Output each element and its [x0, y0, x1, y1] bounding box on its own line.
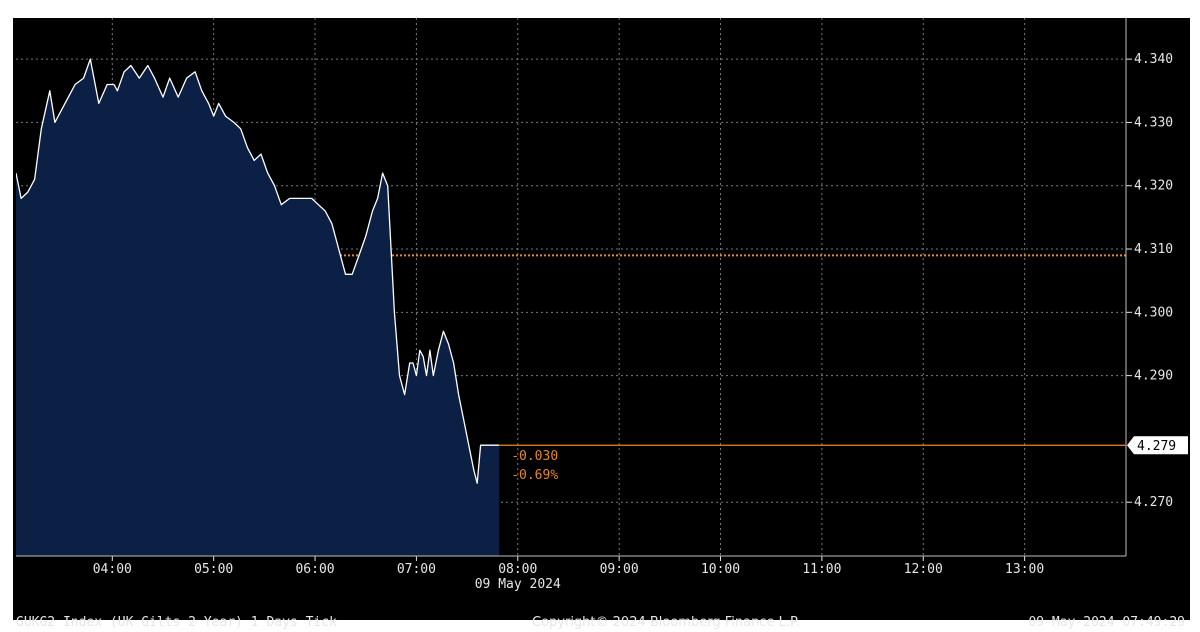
- y-tick-label: 4.330: [1134, 115, 1173, 130]
- x-tick-label: 07:00: [397, 562, 436, 577]
- y-tick-label: 4.290: [1134, 369, 1173, 384]
- annotations: -0.030 -0.69% 4.279: [499, 436, 1188, 483]
- price-line: [16, 58, 500, 484]
- y-tick-label: 4.270: [1134, 495, 1173, 510]
- price-area: [16, 59, 500, 556]
- security-description: GUKG2 Index (UK Gilts 2 Year) 1 Days Tic…: [16, 615, 337, 630]
- x-tick-label: 09:00: [600, 562, 639, 577]
- date-label: 09 May 2024: [475, 577, 561, 592]
- change-value: -0.030: [511, 449, 558, 464]
- timestamp: 09-May-2024 07:49:29: [1028, 615, 1185, 630]
- axes: 04:00 05:00 06:00 07:00 08:00 09:00 10:00 11:00…: [16, 18, 1173, 592]
- last-price-tag: 4.279: [1127, 436, 1188, 455]
- x-tick-label: 05:00: [194, 562, 233, 577]
- x-tick-label: 11:00: [802, 562, 841, 577]
- y-tick-label: 4.320: [1134, 179, 1173, 194]
- x-tick-label: 06:00: [295, 562, 334, 577]
- y-tick-label: 4.310: [1134, 242, 1173, 257]
- intraday-chart: 04:00 05:00 06:00 07:00 08:00 09:00 10:00 11:00…: [16, 18, 1188, 592]
- x-tick-label: 10:00: [701, 562, 740, 577]
- price-series: [16, 58, 500, 556]
- x-tick-label: 13:00: [1005, 562, 1044, 577]
- change-percent: -0.69%: [511, 468, 558, 483]
- x-tick-label: 04:00: [93, 562, 132, 577]
- copyright-notice: Copyright© 2024 Bloomberg Finance L.P.: [532, 615, 800, 630]
- y-tick-label: 4.300: [1134, 305, 1173, 320]
- y-tick-label: 4.340: [1134, 52, 1173, 67]
- last-price-label: 4.279: [1137, 439, 1176, 454]
- x-tick-label: 08:00: [498, 562, 537, 577]
- last-price-tag-shape: [1127, 436, 1188, 455]
- chart-panel: 04:00 05:00 06:00 07:00 08:00 09:00 10:00 11:00…: [13, 18, 1190, 630]
- x-tick-label: 12:00: [904, 562, 943, 577]
